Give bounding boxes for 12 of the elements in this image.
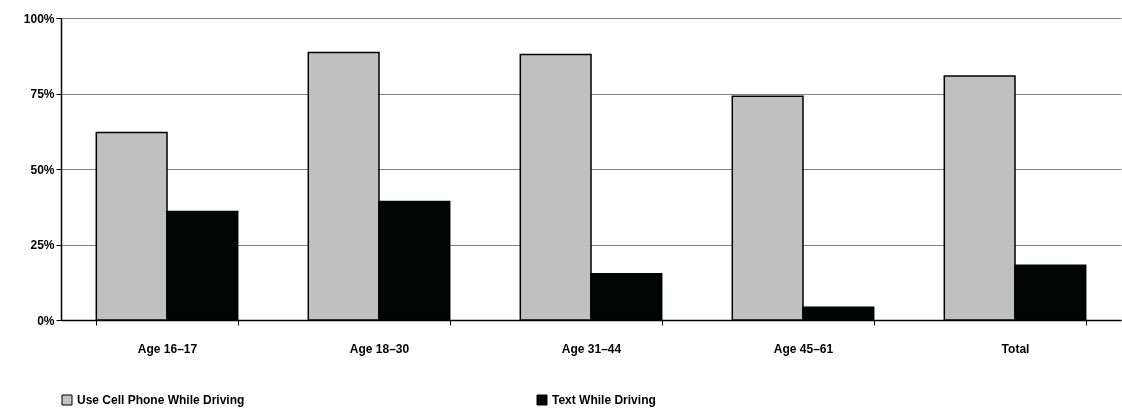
- y-tick-label: 25%: [30, 238, 55, 252]
- x-tick-label: Age 45–61: [773, 341, 834, 356]
- y-tick-label: 75%: [30, 87, 55, 101]
- x-tick-label: Age 18–30: [349, 341, 410, 356]
- x-tick-label: Total: [1001, 341, 1030, 356]
- legend-label: Text While Driving: [552, 393, 656, 407]
- legend-label: Use Cell Phone While Driving: [77, 393, 245, 407]
- y-tick-label: 100%: [23, 11, 55, 26]
- x-tick-label: Age 16–17: [137, 341, 198, 356]
- y-tick-label: 0%: [37, 313, 55, 328]
- y-tick-label: 50%: [30, 162, 55, 177]
- x-tick-label: Age 31–44: [561, 341, 622, 356]
